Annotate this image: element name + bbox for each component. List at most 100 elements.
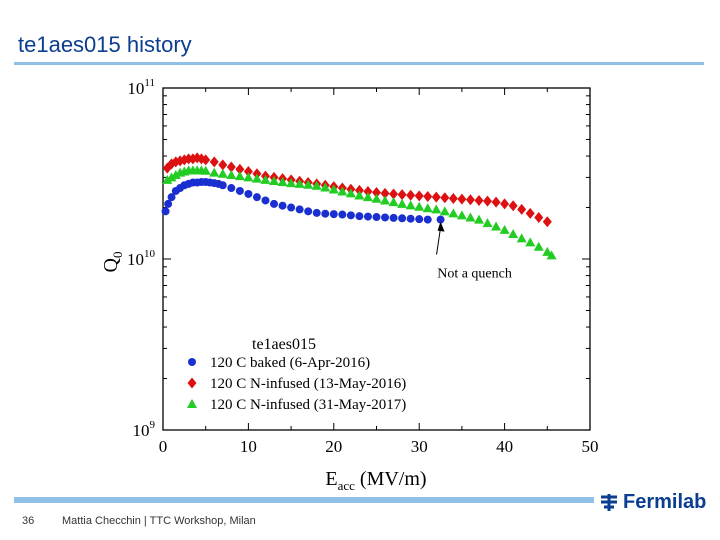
data-point [234,171,245,181]
x-tick-label: 40 [496,437,513,456]
data-point [517,203,527,215]
data-point [200,165,211,175]
data-point [422,203,433,213]
data-point [380,195,391,205]
data-point [286,178,297,188]
data-point [456,210,467,220]
data-point [388,197,399,207]
legend-marker [187,399,197,408]
data-point [423,215,432,224]
series-0 [161,178,445,224]
data-point [508,229,519,239]
data-point [499,224,510,234]
data-point [371,193,382,203]
x-tick-label: 10 [240,437,257,456]
legend-label: 120 C baked (6-Apr-2016) [210,355,370,371]
data-point [363,186,373,198]
data-point [161,207,170,216]
data-point [508,200,518,212]
data-point [337,186,348,196]
data-point [218,159,228,171]
data-point [473,214,484,224]
data-point [243,172,254,182]
y-tick-label: 109 [133,419,156,440]
data-point [170,169,181,179]
data-point [414,190,424,202]
data-point [482,218,493,228]
data-point [304,207,313,216]
data-point [448,208,459,218]
footer-bar [14,497,594,503]
x-tick-label: 30 [411,437,428,456]
data-point [355,212,364,221]
data-point [294,178,305,188]
x-tick-label: 20 [325,437,342,456]
x-tick-label: 50 [582,437,599,456]
data-point [226,169,237,179]
data-point [546,250,557,260]
y-tick-label: 1011 [127,77,155,98]
data-point [201,154,211,166]
data-point [243,165,253,177]
slide-title: te1aes015 history [18,32,192,57]
data-point [235,163,245,175]
data-point [321,209,330,218]
data-point [354,184,364,196]
data-point [287,203,296,212]
data-point [164,199,173,208]
data-point [372,213,381,222]
data-point [381,213,390,222]
data-point [354,190,365,200]
data-point [448,192,458,204]
footer-text: Mattia Checchin | TTC Workshop, Milan [62,515,256,527]
data-point [278,201,287,210]
data-point [415,215,424,224]
title-divider [14,62,704,65]
data-point [525,237,536,247]
data-point [162,174,173,184]
data-point [406,214,415,223]
data-point [226,161,236,173]
data-point [167,193,176,202]
data-point [312,208,321,217]
data-point [491,196,501,208]
data-point [372,186,381,198]
data-point [414,201,425,211]
data-point [483,195,493,207]
data-point [423,191,433,203]
data-point [209,156,219,168]
data-point [431,204,442,214]
data-point [328,184,339,194]
annotation-text: Not a quench [437,267,512,282]
data-point [397,189,407,201]
axis-labels: Eacc (MV/m) Q0 [100,252,427,493]
data-point [398,214,407,223]
legend-marker [188,358,196,366]
data-point [346,211,355,220]
data-point [252,193,261,202]
data-point [406,189,416,201]
series-2 [162,165,557,260]
data-point [311,180,322,190]
data-point [270,199,279,208]
data-point [465,194,475,206]
data-point [457,193,467,205]
data-point [295,205,304,214]
data-point [465,212,476,222]
data-point [439,206,450,216]
annotation-group: Not a quench [436,221,512,282]
legend-label: 120 C N-infused (31-May-2017) [210,397,406,413]
data-point [269,175,280,185]
data-point [431,191,441,203]
data-point [303,179,314,189]
data-point [397,198,408,208]
data-point [338,210,347,219]
data-point [235,186,244,195]
legend-title: te1aes015 [252,336,316,353]
data-point [227,184,236,193]
fermilab-logo: Fermilab [598,490,706,514]
data-point [362,192,373,202]
page-number: 36 [22,515,35,527]
data-point [380,187,390,199]
